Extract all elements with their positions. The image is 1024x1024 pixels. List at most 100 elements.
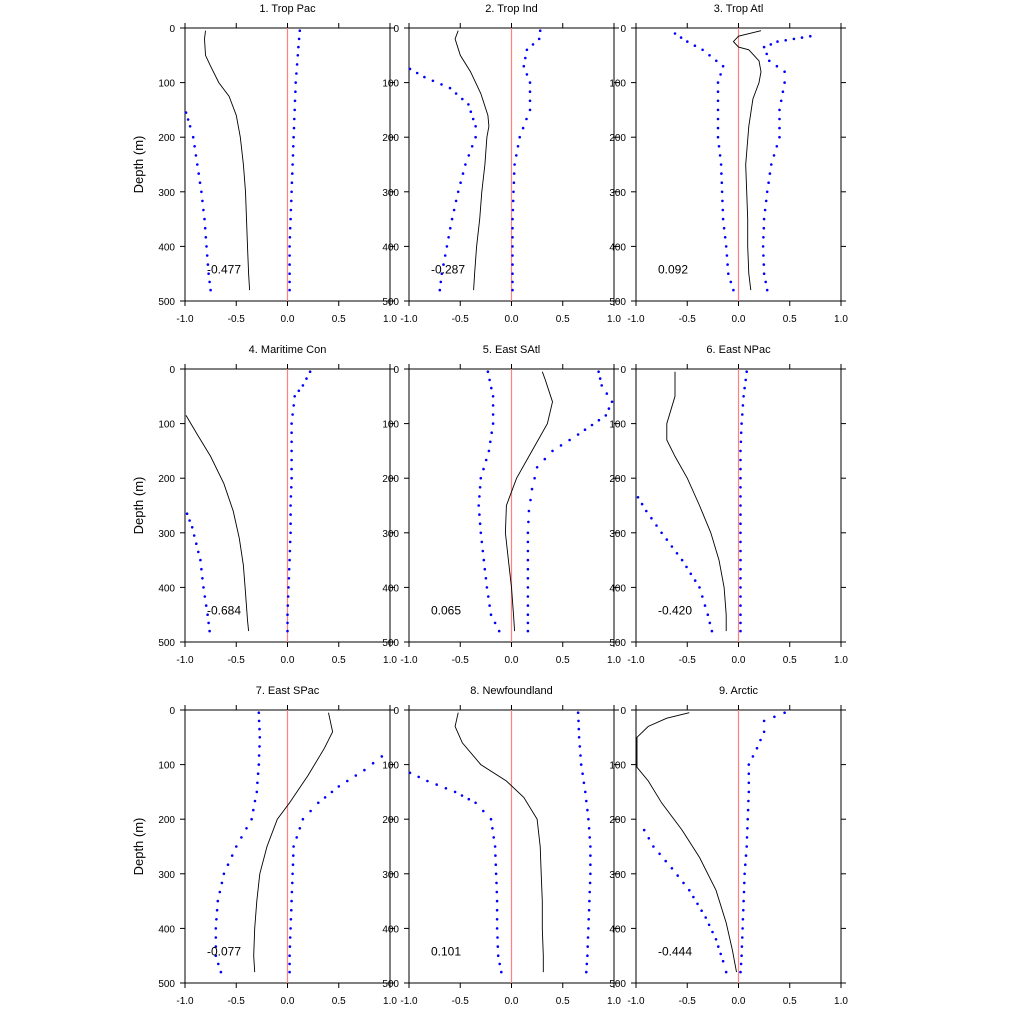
lower-bound-dot bbox=[716, 90, 720, 93]
upper-bound-dot bbox=[298, 827, 302, 830]
y-tick-label: 500 bbox=[609, 638, 626, 649]
value-label: -0.477 bbox=[207, 263, 241, 277]
upper-bound-dot bbox=[511, 217, 514, 221]
upper-bound-dot bbox=[291, 154, 295, 157]
y-tick-label: 300 bbox=[609, 188, 626, 199]
lower-bound-dot bbox=[721, 199, 724, 203]
profile-line bbox=[504, 371, 553, 632]
upper-bound-dot bbox=[589, 845, 592, 848]
lower-bound-dot bbox=[487, 449, 491, 453]
upper-bound-dot bbox=[765, 288, 769, 292]
lower-bound-dot bbox=[214, 945, 218, 948]
x-tick-label: -0.5 bbox=[452, 996, 470, 1007]
lower-bound-dot bbox=[494, 863, 498, 866]
lower-bound-dot bbox=[482, 558, 486, 562]
lower-bound-dot bbox=[495, 927, 499, 930]
lower-bound-dot bbox=[707, 923, 711, 927]
lower-bound-dot bbox=[670, 867, 674, 870]
y-tick-label: 500 bbox=[158, 638, 175, 649]
upper-bound bbox=[526, 370, 614, 633]
lower-bound bbox=[185, 512, 211, 633]
lower-bound-dot bbox=[205, 245, 208, 248]
lower-bound-dot bbox=[703, 604, 707, 607]
lower-bound-dot bbox=[197, 550, 200, 554]
lower-bound-dot bbox=[655, 524, 658, 527]
upper-bound-dot bbox=[537, 37, 541, 41]
upper-bound bbox=[288, 755, 384, 974]
lower-bound-dot bbox=[704, 916, 707, 919]
upper-bound-dot bbox=[762, 226, 766, 230]
lower-bound-dot bbox=[445, 245, 449, 248]
panel-title: 3. Trop Atl bbox=[714, 3, 764, 15]
upper-bound-dot bbox=[354, 774, 358, 777]
upper-bound bbox=[761, 34, 812, 292]
x-tick-label: -0.5 bbox=[452, 314, 470, 325]
y-tick-label: 500 bbox=[158, 979, 175, 990]
upper-bound-dot bbox=[290, 449, 293, 453]
upper-bound-dot bbox=[587, 918, 590, 921]
lower-bound-dot bbox=[222, 872, 226, 876]
upper-bound-dot bbox=[739, 549, 742, 553]
lower-bound-dot bbox=[717, 145, 721, 148]
upper-bound-dot bbox=[741, 413, 744, 416]
lower-bound-dot bbox=[679, 36, 683, 39]
upper-bound-dot bbox=[538, 29, 542, 32]
lower-bound-dot bbox=[722, 226, 726, 230]
y-axis-label: Depth (m) bbox=[131, 477, 146, 535]
upper-bound-dot bbox=[289, 927, 292, 930]
x-tick-label: 1.0 bbox=[383, 655, 397, 666]
upper-bound-dot bbox=[742, 899, 745, 903]
upper-bound-dot bbox=[586, 808, 589, 812]
lower-bound-dot bbox=[478, 495, 481, 498]
upper-bound-dot bbox=[588, 899, 591, 903]
lower-bound-dot bbox=[199, 558, 202, 562]
lower-bound-dot bbox=[453, 790, 457, 794]
upper-bound-dot bbox=[739, 513, 742, 516]
y-tick-label: 300 bbox=[609, 870, 626, 881]
lower-bound-dot bbox=[474, 801, 477, 805]
upper-bound-dot bbox=[287, 577, 291, 580]
upper-bound-dot bbox=[526, 577, 530, 580]
profile-line bbox=[666, 371, 727, 632]
upper-bound-dot bbox=[371, 761, 375, 765]
upper-bound-dot bbox=[292, 404, 296, 407]
panel-1: 1. Trop Pac -1.0 -0.5 0.0 0.5 1.0 0 100 200 300 40… bbox=[131, 3, 397, 325]
lower-bound-dot bbox=[467, 103, 470, 106]
lower-bound-dot bbox=[706, 613, 710, 616]
upper-bound-dot bbox=[292, 145, 295, 148]
lower-bound-dot bbox=[469, 110, 473, 113]
lower-bound-dot bbox=[696, 902, 699, 906]
lower-bound-dot bbox=[491, 827, 494, 830]
y-tick-label: 100 bbox=[609, 420, 626, 431]
upper-bound-dot bbox=[762, 45, 766, 49]
lower-bound-dot bbox=[415, 71, 419, 75]
lower-bound-dot bbox=[461, 172, 465, 175]
lower-bound-dot bbox=[201, 577, 204, 580]
lower-bound-dot bbox=[490, 431, 494, 435]
lower-bound-dot bbox=[206, 613, 209, 616]
upper-bound-dot bbox=[739, 504, 742, 507]
lower-bound-dot bbox=[442, 263, 445, 266]
upper-bound-dot bbox=[288, 540, 292, 544]
lower-bound-dot bbox=[253, 799, 257, 803]
lower-bound-dot bbox=[190, 526, 194, 529]
upper-bound-dot bbox=[330, 790, 334, 794]
x-tick-label: -0.5 bbox=[228, 314, 246, 325]
lower-bound-dot bbox=[467, 154, 471, 157]
upper-bound-dot bbox=[783, 711, 786, 714]
x-tick-label: 0.0 bbox=[505, 655, 519, 666]
upper-bound-dot bbox=[590, 423, 594, 427]
upper-bound-dot bbox=[740, 954, 743, 957]
upper-bound-dot bbox=[511, 245, 514, 248]
upper-bound-dot bbox=[529, 498, 532, 502]
lower-bound-dot bbox=[496, 954, 500, 957]
lower-bound-dot bbox=[471, 117, 475, 121]
upper-bound-dot bbox=[288, 549, 292, 553]
lower-bound-dot bbox=[495, 890, 499, 894]
lower-bound-dot bbox=[708, 621, 712, 625]
upper-bound-dot bbox=[744, 854, 748, 857]
lower-bound-dot bbox=[200, 190, 203, 194]
x-tick-label: -0.5 bbox=[228, 996, 246, 1007]
lower-bound-dot bbox=[640, 502, 644, 506]
upper-bound-dot bbox=[337, 785, 341, 788]
